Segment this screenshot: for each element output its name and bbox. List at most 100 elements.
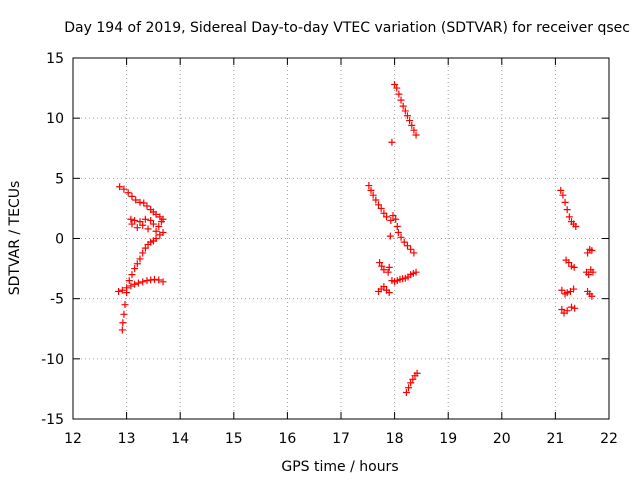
data-point-marker bbox=[383, 213, 391, 221]
y-axis-label: SDTVAR / TECUs bbox=[7, 181, 23, 296]
data-point-marker bbox=[128, 220, 136, 228]
data-point-marker bbox=[570, 263, 578, 271]
data-point-marker bbox=[588, 247, 596, 255]
data-point-marker bbox=[388, 138, 396, 146]
data-point-marker bbox=[139, 278, 147, 286]
data-point-marker bbox=[412, 268, 420, 276]
data-point-marker bbox=[120, 310, 128, 318]
series-pass-21h bbox=[557, 186, 597, 317]
data-point-marker bbox=[372, 196, 380, 204]
data-point-marker bbox=[407, 379, 415, 387]
data-point-marker bbox=[561, 198, 569, 206]
data-point-marker bbox=[380, 283, 388, 291]
data-point-marker bbox=[149, 220, 157, 228]
data-point-marker bbox=[133, 224, 141, 232]
data-point-marker bbox=[571, 304, 579, 312]
data-point-marker bbox=[123, 284, 131, 292]
data-point-marker bbox=[152, 210, 160, 218]
data-point-marker bbox=[134, 279, 142, 287]
data-point-marker bbox=[365, 182, 373, 190]
data-point-marker bbox=[392, 215, 400, 223]
data-point-marker bbox=[128, 192, 136, 200]
data-point-marker bbox=[400, 238, 408, 246]
data-point-marker bbox=[155, 222, 163, 230]
data-point-marker bbox=[376, 259, 384, 267]
data-point-marker bbox=[401, 107, 409, 115]
data-point-marker bbox=[557, 186, 565, 194]
y-tick-label: -10 bbox=[41, 352, 64, 368]
data-point-marker bbox=[407, 245, 415, 253]
data-point-marker bbox=[131, 280, 139, 288]
data-point-marker bbox=[389, 212, 397, 220]
data-point-marker bbox=[369, 191, 377, 199]
data-point-marker bbox=[405, 384, 413, 392]
x-axis-label: GPS time / hours bbox=[281, 459, 398, 475]
axis-ticks: 12 13 14 15 16 17 18 19 20 21 22 -15 -10 -5 0 5 10 15 bbox=[41, 51, 618, 447]
data-point-marker bbox=[394, 228, 402, 236]
data-point-marker bbox=[395, 90, 403, 98]
data-point-marker bbox=[156, 231, 164, 239]
data-point-marker bbox=[410, 126, 418, 134]
data-point-marker bbox=[570, 285, 578, 293]
x-tick-label: 19 bbox=[439, 431, 457, 447]
data-point-marker bbox=[397, 96, 405, 104]
y-tick-label: 5 bbox=[55, 171, 64, 187]
data-point-marker bbox=[131, 265, 139, 273]
data-point-marker bbox=[133, 260, 141, 268]
series-pass-18h-lower bbox=[402, 369, 421, 397]
data-point-marker bbox=[118, 286, 126, 294]
data-point-marker bbox=[380, 209, 388, 217]
data-point-marker bbox=[559, 191, 567, 199]
data-point-marker bbox=[139, 249, 147, 257]
data-point-marker bbox=[143, 277, 151, 285]
data-point-marker bbox=[410, 249, 418, 257]
data-point-marker bbox=[157, 218, 165, 226]
x-tick-label: 22 bbox=[600, 431, 618, 447]
data-point-marker bbox=[139, 221, 147, 229]
data-point-marker bbox=[147, 216, 155, 224]
x-tick-label: 21 bbox=[546, 431, 564, 447]
series-pass-17h-lower bbox=[375, 259, 420, 297]
data-point-marker bbox=[141, 215, 149, 223]
data-point-marker bbox=[380, 266, 388, 274]
data-point-marker bbox=[403, 242, 411, 250]
data-point-marker bbox=[140, 199, 148, 207]
data-point-marker bbox=[393, 84, 401, 92]
data-point-marker bbox=[120, 185, 128, 193]
y-tick-label: -15 bbox=[41, 412, 64, 428]
data-point-marker bbox=[125, 277, 133, 285]
data-point-marker bbox=[115, 287, 123, 295]
x-tick-label: 17 bbox=[332, 431, 350, 447]
data-point-marker bbox=[572, 222, 580, 230]
data-point-marker bbox=[127, 282, 135, 290]
x-tick-label: 13 bbox=[118, 431, 136, 447]
data-point-marker bbox=[141, 244, 149, 252]
data-point-marker bbox=[402, 389, 410, 397]
data-point-marker bbox=[377, 204, 385, 212]
chart-title: Day 194 of 2019, Sidereal Day-to-day VTE… bbox=[64, 20, 630, 36]
data-point-marker bbox=[403, 112, 411, 120]
data-point-marker bbox=[136, 218, 144, 226]
y-tick-label: 0 bbox=[55, 232, 64, 248]
data-point-marker bbox=[144, 225, 152, 233]
data-point-marker bbox=[565, 213, 573, 221]
data-point-marker bbox=[386, 232, 394, 240]
data-point-marker bbox=[565, 259, 573, 267]
x-tick-label: 20 bbox=[493, 431, 511, 447]
data-point-marker bbox=[589, 268, 597, 276]
data-point-marker bbox=[136, 255, 144, 263]
x-tick-label: 18 bbox=[386, 431, 404, 447]
data-point-marker bbox=[385, 263, 393, 271]
series-upper-descending-arc-13h bbox=[116, 183, 167, 223]
data-point-marker bbox=[159, 278, 167, 286]
data-point-marker bbox=[136, 198, 144, 206]
data-point-marker bbox=[393, 222, 401, 230]
data-point-marker bbox=[563, 206, 571, 214]
data-point-marker bbox=[143, 202, 151, 210]
series-center-cluster-13h bbox=[118, 215, 167, 334]
data-point-marker bbox=[127, 215, 135, 223]
data-point-marker bbox=[121, 301, 129, 309]
data-point-marker bbox=[399, 102, 407, 110]
grid-lines bbox=[73, 58, 609, 419]
data-point-marker bbox=[116, 183, 124, 191]
